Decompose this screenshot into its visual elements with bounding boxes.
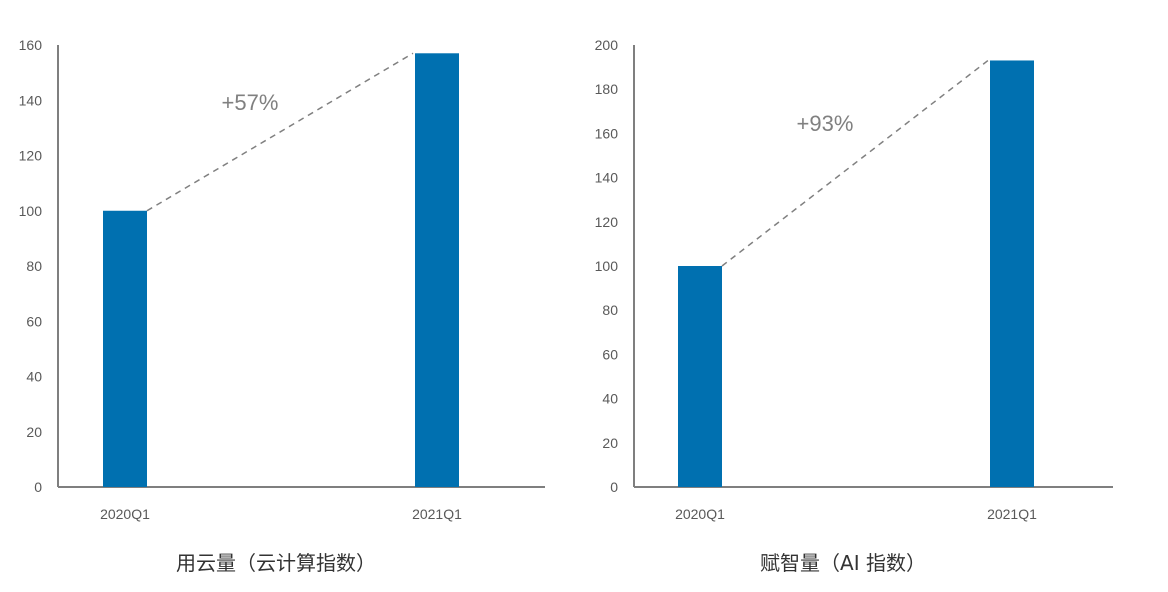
x-tick-label: 2021Q1 xyxy=(987,506,1037,522)
y-tick-label: 0 xyxy=(610,479,618,495)
growth-connector-1 xyxy=(146,52,414,212)
y-tick-label: 100 xyxy=(595,258,619,274)
y-tick-label: 120 xyxy=(19,148,43,164)
y-tick-label: 40 xyxy=(602,391,618,407)
y-tick-label: 160 xyxy=(19,37,43,53)
x-tick-label: 2020Q1 xyxy=(675,506,725,522)
bar-2021Q1 xyxy=(990,60,1034,487)
y-tick-label: 140 xyxy=(595,170,619,186)
y-tick-label: 40 xyxy=(26,369,42,385)
y-tick-label: 60 xyxy=(26,313,42,329)
y-tick-label: 80 xyxy=(602,302,618,318)
y-tick-label: 20 xyxy=(602,435,618,451)
y-tick-label: 160 xyxy=(595,125,619,141)
y-tick-label: 60 xyxy=(602,346,618,362)
y-tick-label: 80 xyxy=(26,258,42,274)
y-tick-label: 180 xyxy=(595,81,619,97)
growth-annotation-2: +93% xyxy=(797,111,854,136)
y-tick-label: 200 xyxy=(595,37,619,53)
bar-2020Q1 xyxy=(103,210,147,487)
y-tick-label: 0 xyxy=(34,479,42,495)
growth-annotation-1: +57% xyxy=(222,90,279,115)
bar-2021Q1 xyxy=(415,53,459,487)
x-tick-label: 2021Q1 xyxy=(412,506,462,522)
y-tick-label: 140 xyxy=(19,92,43,108)
chart-title-1: 用云量（云计算指数） xyxy=(176,551,376,575)
x-tick-label: 2020Q1 xyxy=(100,506,150,522)
growth-connector-2 xyxy=(721,59,989,267)
y-tick-label: 120 xyxy=(595,214,619,230)
chart-title-2: 赋智量（AI 指数） xyxy=(760,551,926,575)
bar-2020Q1 xyxy=(678,266,722,487)
y-tick-label: 20 xyxy=(26,424,42,440)
y-tick-label: 100 xyxy=(19,203,43,219)
